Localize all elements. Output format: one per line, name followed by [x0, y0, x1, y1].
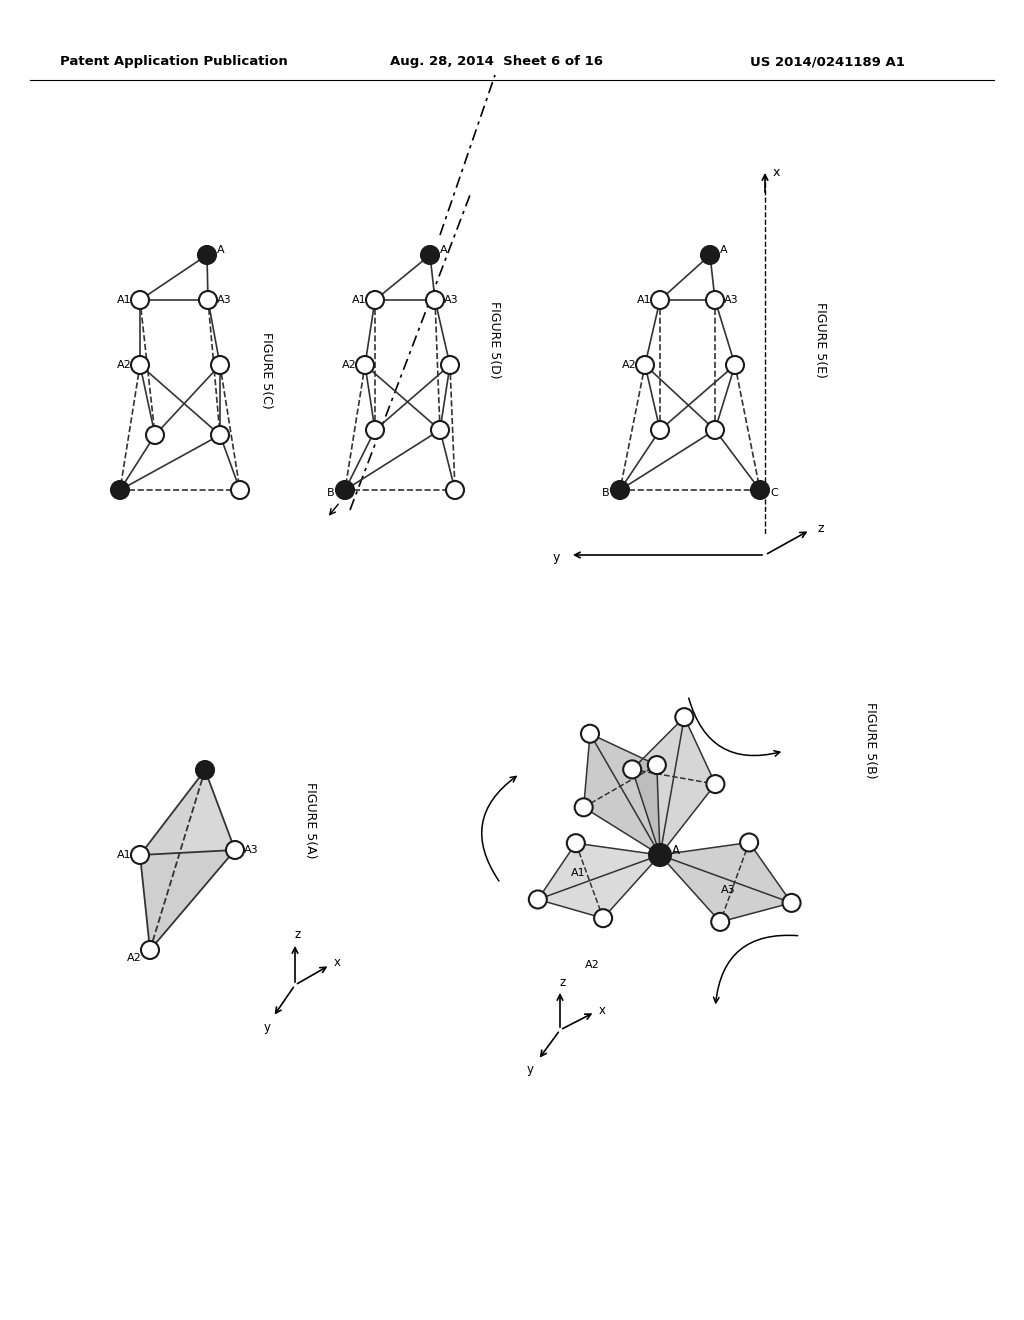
Text: Aug. 28, 2014  Sheet 6 of 16: Aug. 28, 2014 Sheet 6 of 16 — [390, 55, 603, 69]
Text: FIGURE 5(C): FIGURE 5(C) — [260, 331, 273, 408]
Circle shape — [528, 891, 547, 908]
Circle shape — [567, 834, 585, 853]
Circle shape — [441, 356, 459, 374]
Circle shape — [211, 426, 229, 444]
Circle shape — [111, 480, 129, 499]
Circle shape — [707, 775, 724, 793]
Circle shape — [426, 290, 444, 309]
Circle shape — [581, 725, 599, 743]
Circle shape — [649, 843, 671, 866]
Circle shape — [611, 480, 629, 499]
Polygon shape — [584, 734, 660, 855]
Circle shape — [706, 290, 724, 309]
Polygon shape — [140, 770, 205, 950]
Text: FIGURE 5(B): FIGURE 5(B) — [863, 702, 877, 779]
Circle shape — [751, 480, 769, 499]
Circle shape — [675, 708, 693, 726]
Circle shape — [198, 246, 216, 264]
Text: A3: A3 — [724, 294, 738, 305]
Polygon shape — [140, 770, 234, 855]
Circle shape — [421, 246, 439, 264]
Text: A3: A3 — [217, 294, 231, 305]
Circle shape — [131, 290, 150, 309]
Text: A: A — [720, 246, 728, 255]
Text: A: A — [440, 246, 447, 255]
Circle shape — [706, 421, 724, 440]
Text: A3: A3 — [443, 294, 459, 305]
Circle shape — [199, 290, 217, 309]
Circle shape — [431, 421, 449, 440]
Text: y: y — [553, 552, 560, 565]
Circle shape — [131, 846, 150, 865]
Circle shape — [131, 356, 150, 374]
Text: z: z — [295, 928, 301, 941]
Circle shape — [446, 480, 464, 499]
Text: x: x — [334, 957, 341, 969]
Text: Patent Application Publication: Patent Application Publication — [60, 55, 288, 69]
Circle shape — [651, 290, 669, 309]
Text: A3: A3 — [721, 884, 735, 895]
Circle shape — [712, 913, 729, 931]
Text: A1: A1 — [637, 294, 651, 305]
Circle shape — [356, 356, 374, 374]
Polygon shape — [538, 843, 660, 919]
Text: x: x — [773, 165, 780, 178]
Text: x: x — [598, 1003, 605, 1016]
Polygon shape — [632, 717, 716, 855]
Polygon shape — [140, 850, 234, 950]
Polygon shape — [660, 842, 792, 921]
Text: A2: A2 — [622, 360, 636, 370]
Text: A: A — [672, 843, 680, 857]
Circle shape — [726, 356, 744, 374]
Circle shape — [196, 762, 214, 779]
Text: FIGURE 5(A): FIGURE 5(A) — [303, 781, 316, 858]
Circle shape — [624, 760, 641, 779]
Text: z: z — [817, 521, 823, 535]
Text: A2: A2 — [127, 953, 141, 964]
Circle shape — [146, 426, 164, 444]
Text: FIGURE 5(E): FIGURE 5(E) — [813, 302, 826, 378]
Text: y: y — [526, 1064, 534, 1077]
Circle shape — [211, 356, 229, 374]
Circle shape — [574, 799, 593, 816]
Text: FIGURE 5(D): FIGURE 5(D) — [488, 301, 502, 379]
Text: A3: A3 — [244, 845, 258, 855]
Circle shape — [366, 290, 384, 309]
Text: C: C — [770, 488, 778, 498]
Text: B: B — [602, 488, 610, 498]
Circle shape — [336, 480, 354, 499]
Text: A2: A2 — [342, 360, 356, 370]
Text: US 2014/0241189 A1: US 2014/0241189 A1 — [750, 55, 905, 69]
Text: y: y — [263, 1020, 270, 1034]
Text: A1: A1 — [570, 869, 586, 878]
Text: A1: A1 — [117, 850, 131, 861]
Circle shape — [594, 909, 612, 927]
Circle shape — [740, 833, 758, 851]
Circle shape — [231, 480, 249, 499]
Circle shape — [648, 756, 666, 774]
Circle shape — [636, 356, 654, 374]
Circle shape — [366, 421, 384, 440]
Text: B: B — [328, 488, 335, 498]
Circle shape — [701, 246, 719, 264]
Text: A1: A1 — [117, 294, 131, 305]
Text: A1: A1 — [351, 294, 367, 305]
Circle shape — [226, 841, 244, 859]
Text: A2: A2 — [117, 360, 131, 370]
Circle shape — [782, 894, 801, 912]
Circle shape — [141, 941, 159, 960]
Circle shape — [651, 421, 669, 440]
Text: A: A — [217, 246, 225, 255]
Text: z: z — [560, 975, 566, 989]
Text: A2: A2 — [585, 960, 599, 970]
